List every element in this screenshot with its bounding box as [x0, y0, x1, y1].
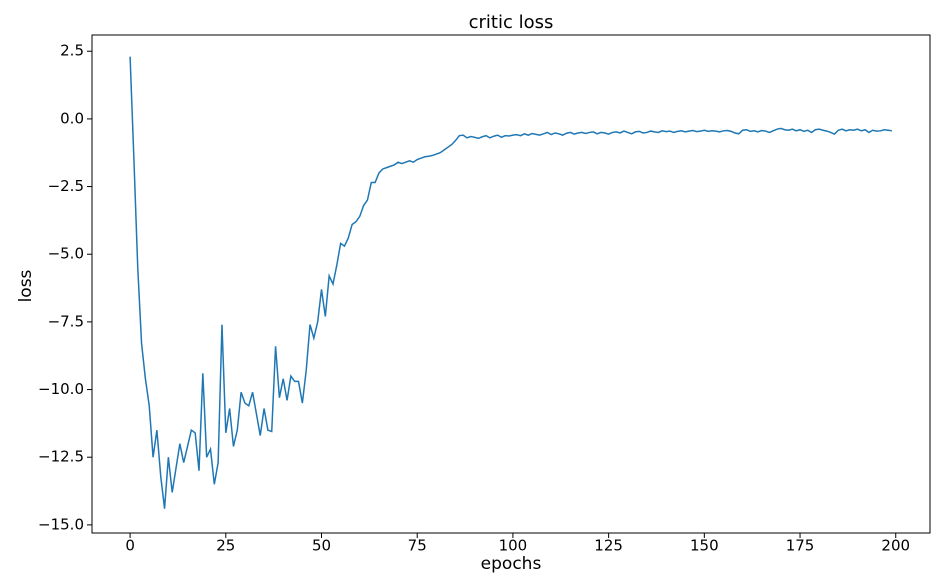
- line: [129, 56, 893, 509]
- y-tick-label: −10.0: [38, 380, 84, 398]
- x-tick-label: 200: [881, 537, 910, 555]
- x-tick-label: 0: [125, 537, 135, 555]
- x-tick-label: 150: [690, 537, 719, 555]
- chart-title: critic loss: [469, 12, 554, 33]
- x-tick-label: 75: [408, 537, 427, 555]
- x-axis-label: epochs: [481, 554, 542, 574]
- y-tick-label: 0.0: [60, 109, 84, 127]
- y-tick-label: −7.5: [48, 312, 84, 330]
- plot-frame: [91, 34, 931, 534]
- x-tick-label: 50: [312, 537, 331, 555]
- x-tick-label: 175: [786, 537, 815, 555]
- y-tick-label: 2.5: [60, 42, 84, 60]
- x-tick-label: 25: [216, 537, 235, 555]
- y-tick-label: −2.5: [48, 177, 84, 195]
- y-tick-label: −15.0: [38, 515, 84, 533]
- x-tick-label: 100: [499, 537, 528, 555]
- y-tick-label: −5.0: [48, 245, 84, 263]
- x-tick-label: 125: [594, 537, 623, 555]
- y-tick-label: −12.5: [38, 448, 84, 466]
- y-axis-label: loss: [16, 269, 36, 302]
